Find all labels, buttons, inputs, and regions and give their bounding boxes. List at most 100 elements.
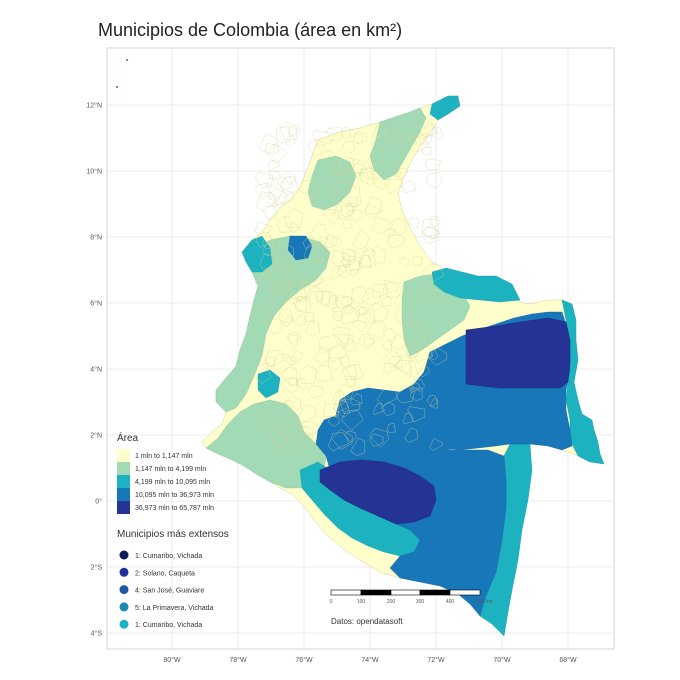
- municipio-outline: [371, 132, 389, 152]
- municipio-outline: [265, 350, 285, 368]
- municipio-outline: [254, 412, 275, 433]
- lon-tick-label: 76°W: [295, 656, 313, 664]
- latitude-labels: 12°N 10°N 8°N 6°N 4°N 2°N 0° 2°S 4°S: [86, 102, 102, 638]
- municipio-outline: [308, 384, 324, 399]
- municipio-outline: [404, 427, 418, 443]
- municipio-outline: [352, 319, 367, 333]
- legend-area-label: 1,147 mln to 4,199 mln: [135, 466, 206, 473]
- legend-municipio-label: 1: Cumaribo, Vichada: [135, 553, 202, 560]
- lat-tick-label: 2°N: [90, 432, 102, 440]
- municipio-outline: [390, 132, 404, 146]
- legend-municipio-dot: [119, 567, 129, 577]
- municipio-outline: [402, 413, 414, 424]
- municipio-outline: [314, 365, 334, 383]
- municipio-outline: [267, 187, 288, 208]
- island-providencia: [116, 86, 118, 88]
- municipio-outline: [406, 346, 419, 359]
- scale-tick-label: 300: [416, 599, 425, 605]
- municipio-outline: [368, 427, 389, 448]
- municipio-outline: [405, 281, 424, 302]
- municipio-outline: [407, 406, 426, 423]
- legend-municipio-label: 2: Solano, Caqueta: [135, 570, 195, 577]
- municipio-outline: [267, 289, 290, 309]
- municipio-outline: [281, 366, 299, 387]
- municipio-outline: [363, 309, 375, 324]
- municipio-outline: [339, 303, 360, 325]
- municipio-outline: [268, 171, 281, 183]
- municipio-outline: [279, 418, 297, 436]
- municipio-outline: [382, 328, 396, 342]
- municipio-outline: [364, 337, 375, 347]
- municipio-outline: [404, 317, 415, 328]
- municipio-outline: [369, 158, 381, 170]
- municipio-outline: [333, 179, 350, 199]
- municipio-outline: [396, 384, 415, 404]
- municipio-outline: [341, 255, 361, 272]
- municipio-outline: [291, 350, 304, 364]
- municipio-outline: [426, 395, 439, 407]
- lon-tick-label: 70°W: [493, 656, 511, 664]
- scale-segment-3: [390, 589, 421, 596]
- municipio-outline: [288, 280, 307, 301]
- municipio-outline: [307, 444, 319, 455]
- scale-bar: 0 100 200 300 400 500 km: [330, 589, 493, 605]
- municipio-outline: [385, 281, 399, 293]
- municipio-borders: [250, 121, 447, 456]
- municipio-outline: [262, 240, 274, 256]
- scale-segment-1: [330, 589, 362, 596]
- municipio-outline: [309, 274, 323, 288]
- region-guajira-teal: [429, 95, 461, 121]
- municipio-outline: [273, 354, 294, 374]
- municipio-outline: [307, 139, 326, 158]
- municipio-outline: [276, 216, 293, 234]
- municipio-outline: [417, 364, 430, 378]
- municipio-outline: [295, 378, 308, 390]
- municipio-outline: [372, 123, 388, 139]
- municipio-outline: [352, 130, 367, 145]
- municipio-outline: [349, 393, 363, 406]
- municipio-outline: [278, 308, 294, 324]
- municipio-outline: [383, 280, 403, 299]
- municipio-outline: [431, 126, 444, 140]
- lon-tick-label: 72°W: [427, 656, 445, 664]
- map-title: Municipios de Colombia (área en km²): [98, 20, 403, 40]
- municipio-outline: [318, 335, 339, 354]
- municipio-outline: [423, 226, 437, 240]
- municipio-outline: [362, 287, 381, 307]
- municipio-outline: [354, 306, 366, 317]
- municipio-outline: [327, 159, 343, 176]
- municipio-outline: [255, 232, 273, 248]
- region-southwest-teal: [257, 369, 281, 399]
- municipio-outline: [408, 217, 420, 229]
- municipio-outline: [342, 305, 354, 316]
- municipio-outline: [422, 146, 432, 156]
- municipio-outline: [320, 151, 337, 167]
- municipio-outline: [280, 176, 293, 191]
- municipio-outline: [332, 311, 343, 321]
- municipio-outline: [286, 334, 298, 348]
- lon-tick-label: 78°W: [229, 656, 247, 664]
- region-antioquia-teal: [287, 235, 313, 261]
- municipio-outline: [255, 172, 273, 189]
- municipio-outline: [429, 215, 441, 228]
- legend-area-label: 36,973 mln to 65,787 mln: [135, 505, 214, 512]
- municipio-outline: [266, 195, 279, 207]
- municipio-outline: [339, 355, 350, 369]
- municipio-outline: [346, 363, 364, 381]
- municipio-outline: [413, 319, 425, 331]
- municipio-outline: [307, 190, 318, 202]
- scale-segment-4: [419, 589, 451, 596]
- municipio-outline: [279, 121, 300, 140]
- municipio-outline: [393, 294, 406, 307]
- legend-municipio-label: 4: San José, Guaviare: [135, 588, 204, 595]
- municipio-outline: [275, 242, 295, 262]
- municipio-outline: [366, 170, 377, 182]
- municipio-outline: [264, 356, 276, 367]
- municipio-outline: [271, 283, 287, 296]
- municipio-outline: [428, 347, 447, 366]
- municipio-outline: [326, 127, 342, 141]
- data-credit: Datos: opendatasoft: [331, 617, 403, 626]
- legend-area: Área 1 mln to 1,147 mln 1,147 mln to 4,19…: [117, 431, 214, 514]
- municipio-cumaribo: [465, 317, 571, 389]
- municipio-outline: [429, 438, 443, 451]
